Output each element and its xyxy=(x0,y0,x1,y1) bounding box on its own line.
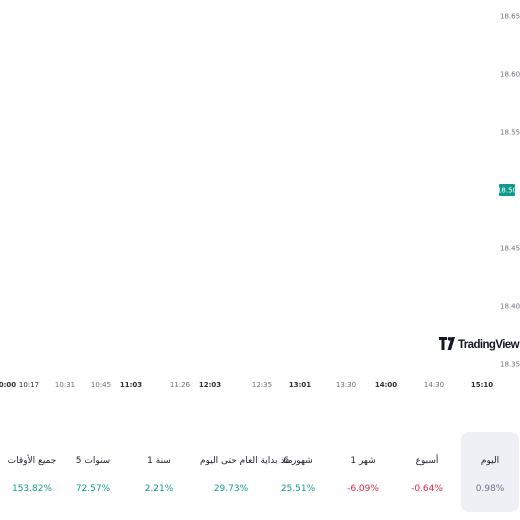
performance-period-0[interactable]: اليوم 0.98% xyxy=(461,432,519,512)
performance-period-5[interactable]: 1 سنة 2.21% xyxy=(128,432,190,512)
performance-period-label: 5 سنوات xyxy=(75,456,111,466)
y-tick-label: 18.45 xyxy=(500,245,520,253)
tradingview-logo-dot xyxy=(447,337,452,341)
performance-period-value: 2.21% xyxy=(144,484,174,494)
performance-period-value: 25.51% xyxy=(280,484,316,494)
performance-period-label: 1 شهر xyxy=(350,456,376,466)
y-tick-label: 18.55 xyxy=(500,128,520,136)
tradingview-logo-text: TradingView xyxy=(458,339,520,351)
current-price-badge: 18.50 xyxy=(497,184,517,196)
x-tick-label: 15:10 xyxy=(471,381,493,389)
y-tick-label: 18.60 xyxy=(500,70,520,78)
performance-period-label: 6 شهور xyxy=(283,456,313,466)
x-tick-label: 12:35 xyxy=(252,381,272,389)
performance-period-value: -0.64% xyxy=(411,484,443,494)
performance-period-label: جميع الأوقات xyxy=(7,456,57,466)
x-tick-label: 13:30 xyxy=(336,381,356,389)
performance-period-label: اليوم xyxy=(480,456,500,466)
tradingview-logo-icon xyxy=(439,337,447,350)
performance-period-2[interactable]: 1 شهر -6.09% xyxy=(332,432,394,512)
performance-period-value: 29.73% xyxy=(213,484,249,494)
performance-period-value: 0.98% xyxy=(475,484,505,494)
performance-period-6[interactable]: 5 سنوات 72.57% xyxy=(62,432,124,512)
performance-strip: اليوم 0.98% أسبوع -0.64% 1 شهر -6.09% 6 شهور 25… xyxy=(0,432,520,520)
x-tick-label: 11:03 xyxy=(120,381,142,389)
performance-period-value: -6.09% xyxy=(347,484,379,494)
x-tick-label: 14:30 xyxy=(424,381,444,389)
x-tick-label: 12:03 xyxy=(199,381,221,389)
performance-period-value: 72.57% xyxy=(75,484,111,494)
performance-period-label: 1 سنة xyxy=(147,456,171,466)
performance-period-label: أسبوع xyxy=(415,456,439,466)
x-tick-label: 14:00 xyxy=(375,381,397,389)
performance-period-3[interactable]: 6 شهور 25.51% xyxy=(267,432,329,512)
x-tick-label: 10:31 xyxy=(55,381,75,389)
tradingview-logo-mark xyxy=(447,337,455,350)
x-tick-label: 11:26 xyxy=(170,381,191,389)
performance-period-7[interactable]: جميع الأوقات 153.82% xyxy=(1,432,63,512)
y-tick-label: 18.65 xyxy=(500,12,520,20)
performance-period-4[interactable]: منذ بداية العام حتى اليوم 29.73% xyxy=(200,432,293,512)
y-axis: 18.65 18.60 18.55 18.45 18.40 18.35 xyxy=(500,12,520,368)
performance-period-value: 153.82% xyxy=(11,484,53,494)
y-tick-label: 18.40 xyxy=(500,303,520,311)
x-tick-label: 10:00 xyxy=(0,381,16,389)
tradingview-logo[interactable]: TradingView xyxy=(439,337,520,351)
price-chart[interactable]: 18.65 18.60 18.55 18.45 18.40 18.35 10:0010:1… xyxy=(0,0,520,400)
performance-period-1[interactable]: أسبوع -0.64% xyxy=(396,432,458,512)
x-tick-label: 13:01 xyxy=(289,381,311,389)
current-price-box xyxy=(499,184,515,196)
x-tick-label: 10:45 xyxy=(91,381,111,389)
performance-period-label: منذ بداية العام حتى اليوم xyxy=(200,456,293,466)
y-tick-label: 18.35 xyxy=(500,361,520,369)
x-tick-label: 10:17 xyxy=(19,381,39,389)
current-price-label: 18.50 xyxy=(497,187,517,195)
